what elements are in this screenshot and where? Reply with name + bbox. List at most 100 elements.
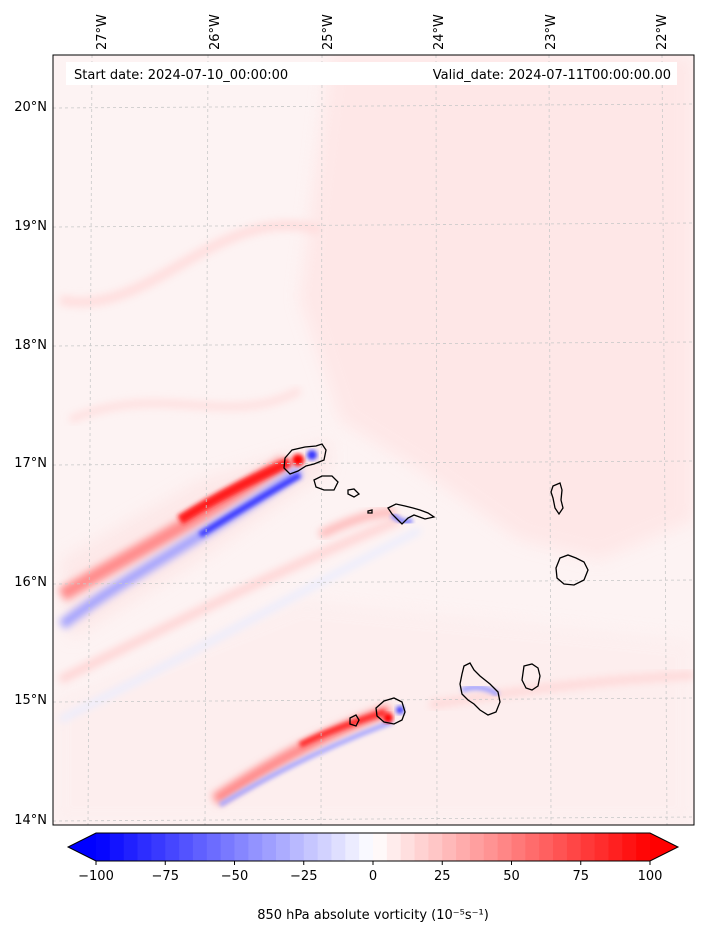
gridline-16n (52, 579, 695, 585)
colorbar-ticks: −100 −75 −50 −25 0 25 50 75 100 (78, 861, 662, 884)
colorbar-cell (248, 833, 263, 861)
map-frame (52, 54, 695, 826)
island-sal (550, 482, 564, 516)
colorbar-cell (192, 833, 208, 861)
island-ilheu-raso (367, 509, 373, 514)
colorbar-cell (151, 833, 166, 861)
lat-label-16n: 16°N (14, 575, 47, 590)
colorbar-tick-label: −25 (290, 869, 317, 884)
colorbar-cell (497, 833, 513, 861)
island-brava (349, 714, 360, 727)
gridline-17n (52, 460, 695, 466)
fogo-vorticity-maximum (383, 713, 393, 723)
colorbar-label: 850 hPa absolute vorticity (10⁻⁵s⁻¹) (257, 908, 489, 923)
colorbar-cell (373, 833, 388, 861)
colorbar-cell (386, 833, 402, 861)
vorticity-field (53, 55, 694, 825)
colorbar-tick-label: −50 (221, 869, 248, 884)
colorbar-cell (414, 833, 429, 861)
colorbar: −100 −75 −50 −25 0 25 50 75 100 850 hPa absolute… (66, 832, 680, 923)
colorbar-tick-label: 25 (434, 869, 451, 884)
gridline-22w (661, 54, 668, 826)
colorbar-cell (96, 833, 111, 861)
sao-nicolau-wake (318, 508, 396, 539)
colorbar-cell (276, 833, 291, 861)
colorbar-cell (359, 833, 374, 861)
colorbar-cell (622, 833, 637, 861)
colorbar-cell (165, 833, 180, 861)
colorbar-cells (68, 833, 678, 861)
fogo-vorticity-minimum (396, 706, 404, 714)
colorbar-cell (179, 833, 194, 861)
lon-label-26w: 26°W (208, 14, 223, 50)
colorbar-cell (525, 833, 540, 861)
lat-label-18n: 18°N (14, 338, 47, 353)
positive-vorticity-region-northeast (300, 55, 694, 560)
gridline-25w (320, 54, 323, 826)
colorbar-cell (483, 833, 499, 861)
colorbar-cell (594, 833, 610, 861)
coastlines (283, 443, 589, 727)
colorbar-cell (123, 833, 139, 861)
colorbar-tick-label: 75 (572, 869, 589, 884)
gridline-27w (87, 54, 93, 826)
colorbar-cell (137, 833, 152, 861)
lat-label-20n: 20°N (14, 100, 47, 115)
gridline-19n (52, 222, 695, 228)
colorbar-cell (345, 833, 360, 861)
colorbar-extend-high (650, 833, 678, 861)
colorbar-tick-label: 100 (638, 869, 663, 884)
lon-label-22w: 22°W (655, 14, 670, 50)
colorbar-cell (400, 833, 416, 861)
santo-antao-vorticity-maximum (292, 454, 304, 466)
colorbar-tick-label: 0 (369, 869, 377, 884)
lat-label-19n: 19°N (14, 219, 47, 234)
start-date-label: Start date: 2024-07-10_00:00:00 (74, 68, 288, 83)
colorbar-cell (511, 833, 526, 861)
gridline-15n (52, 697, 695, 703)
colorbar-cell (206, 833, 222, 861)
gridline-24w (435, 54, 438, 826)
longitude-labels: 27°W 26°W 25°W 24°W 23°W 22°W (95, 14, 670, 50)
lon-label-24w: 24°W (432, 14, 447, 50)
colorbar-cell (428, 833, 443, 861)
colorbar-tick-label: −100 (78, 869, 114, 884)
santo-antao-vorticity-minimum (307, 450, 317, 460)
island-maio (521, 663, 541, 691)
header-strip (66, 62, 677, 85)
gridline-23w (548, 54, 552, 826)
lon-label-23w: 23°W (544, 14, 559, 50)
gridlines (52, 54, 695, 826)
lon-label-25w: 25°W (321, 14, 336, 50)
colorbar-cell (456, 833, 471, 861)
colorbar-cell (303, 833, 319, 861)
colorbar-cell (442, 833, 457, 861)
map-plot-area: Start date: 2024-07-10_00:00:00 Valid_da… (52, 54, 695, 826)
latitude-labels: 20°N 19°N 18°N 17°N 16°N 15°N 14°N (14, 100, 47, 828)
colorbar-cell (580, 833, 596, 861)
colorbar-cell (553, 833, 568, 861)
colorbar-cell (234, 833, 249, 861)
island-sao-nicolau (387, 503, 436, 525)
gridline-18n (52, 341, 695, 347)
gridline-14n (52, 816, 695, 822)
colorbar-cell (636, 833, 651, 861)
lat-label-14n: 14°N (14, 813, 47, 828)
island-santiago (459, 662, 501, 716)
colorbar-cell (539, 833, 554, 861)
colorbar-tick-label: −75 (152, 869, 179, 884)
island-santo-antao (283, 443, 327, 475)
colorbar-cell (262, 833, 277, 861)
lon-label-27w: 27°W (95, 14, 110, 50)
santo-antao-wake-positive-core (177, 457, 293, 525)
colorbar-cell (220, 833, 236, 861)
faint-negative-streak (58, 527, 422, 723)
lat-label-15n: 15°N (14, 693, 47, 708)
faint-streak-3 (57, 515, 402, 685)
colorbar-cell (109, 833, 125, 861)
island-fogo (375, 697, 406, 725)
gridline-20n (52, 103, 695, 109)
fogo-wake-negative (218, 719, 393, 808)
santiago-negative-lobe (461, 685, 500, 697)
